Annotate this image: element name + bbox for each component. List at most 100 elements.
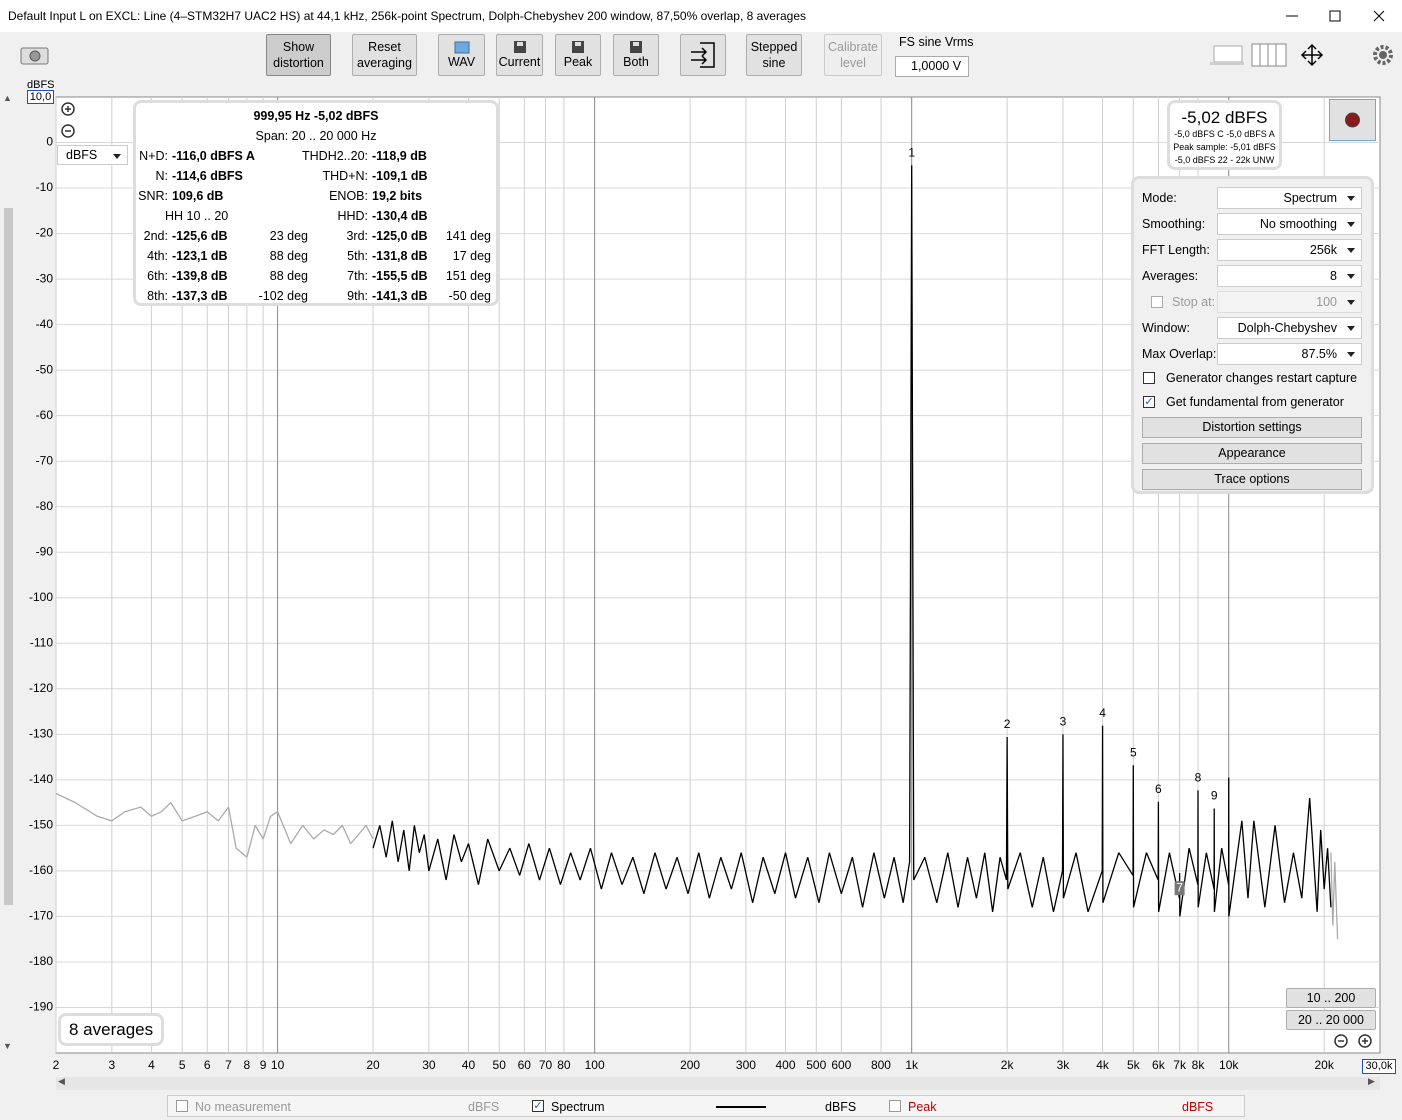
checkbox[interactable]: ✓ <box>1143 396 1155 408</box>
panel-button[interactable]: Appearance <box>1142 443 1362 464</box>
x-tick-label: 5 <box>179 1058 186 1072</box>
dist-v2: -118,9 dB <box>372 149 427 163</box>
dist-d1: -102 deg <box>258 289 308 303</box>
y-tick-label: -190 <box>29 1000 53 1014</box>
peak-label: 6 <box>1155 782 1162 796</box>
button-label: WAV <box>447 55 476 69</box>
control-dropdown[interactable]: Spectrum <box>1217 187 1362 209</box>
dist-v2: -109,1 dB <box>372 169 428 183</box>
control-dropdown[interactable]: No smoothing <box>1217 213 1362 235</box>
x-tick-label: 7k <box>1173 1058 1187 1072</box>
scroll-up[interactable]: ▲ <box>3 93 12 103</box>
stepped-sine-button[interactable]: Stepped sine <box>746 34 802 76</box>
dist-l1: 2nd: <box>143 229 168 243</box>
dist-v1: -114,6 dBFS <box>172 169 243 183</box>
y-max-input[interactable]: 10,0 <box>27 90 54 104</box>
x-tick-label: 70 <box>539 1058 553 1072</box>
x-tick-label: 8k <box>1192 1058 1206 1072</box>
title-bar: Default Input L on EXCL: Line (4–STM32H7… <box>0 0 1402 32</box>
export-button[interactable] <box>680 34 726 76</box>
show-distortion-button[interactable]: Show distortion <box>266 34 331 76</box>
settings-button[interactable] <box>1372 44 1394 66</box>
dist-l1: 4th: <box>147 249 168 263</box>
wav-button[interactable]: WAV <box>438 34 485 76</box>
x-tick-label: 20 <box>366 1058 380 1072</box>
y-tick-label: -170 <box>29 909 53 923</box>
level-line: -5,0 dBFS C -5,0 dBFS A <box>1174 129 1275 139</box>
dist-v2: -141,3 dB <box>372 289 428 303</box>
x-max-input[interactable]: 30,0k <box>1362 1059 1396 1074</box>
button-label: 20 .. 20 000 <box>1297 1013 1365 1027</box>
vertical-scrollbar[interactable] <box>4 208 13 905</box>
dist-l1: SNR: <box>138 189 168 203</box>
peak-label: 5 <box>1130 745 1137 759</box>
peak-label: 3 <box>1060 715 1067 729</box>
legend-unit: dBFS <box>1182 1100 1214 1114</box>
legend-checkbox[interactable] <box>176 1100 188 1112</box>
y-tick-label: -90 <box>36 544 54 558</box>
x-zoom-buttons[interactable] <box>1333 1033 1375 1049</box>
peak-label: 1 <box>908 146 915 160</box>
checkbox <box>1151 296 1163 308</box>
dist-v1: -139,8 dB <box>172 269 228 283</box>
dist-l2: 7th: <box>347 269 368 283</box>
y-tick-label: -80 <box>36 499 54 513</box>
record-button[interactable] <box>1329 99 1376 141</box>
x-tick-label: 10 <box>271 1058 285 1072</box>
dist-v1: -137,3 dB <box>172 289 228 303</box>
control-dropdown[interactable]: 87.5% <box>1217 343 1362 365</box>
peak-label: 4 <box>1099 706 1106 720</box>
dist-l2: 9th: <box>347 289 368 303</box>
y-tick-label: -120 <box>29 681 53 695</box>
y-unit-label: dBFS <box>27 79 55 91</box>
y-tick-label: -70 <box>36 453 54 467</box>
range-button[interactable]: 10 .. 200 <box>1286 988 1376 1008</box>
both-button[interactable]: Both <box>613 34 659 76</box>
fs-input[interactable]: 1,0000 V <box>895 56 969 77</box>
control-label: Mode: <box>1142 191 1177 205</box>
camera-button[interactable] <box>20 44 50 66</box>
checkbox[interactable] <box>1143 372 1155 384</box>
button-label: Peak <box>563 55 593 69</box>
horizontal-scrollbar[interactable] <box>56 1077 1380 1090</box>
x-tick-label: 30 <box>422 1058 436 1072</box>
reset-averaging-button[interactable]: Reset averaging <box>352 34 417 76</box>
spectrum-trace <box>55 792 374 858</box>
current-button[interactable]: Current <box>496 34 543 76</box>
peak-button[interactable]: Peak <box>555 34 601 76</box>
window-controls[interactable] <box>1280 8 1400 24</box>
scroll-right[interactable]: ▶ <box>1368 1076 1375 1086</box>
scroll-left[interactable]: ◀ <box>58 1076 65 1086</box>
dist-v2: -155,5 dB <box>372 269 428 283</box>
unit-dropdown[interactable]: dBFS <box>57 145 128 165</box>
x-tick-label: 20k <box>1314 1058 1334 1072</box>
dist-l2: 3rd: <box>346 229 368 243</box>
button-label: Current <box>498 55 541 69</box>
y-tick-label: -60 <box>36 408 54 422</box>
button-label: Calibrate level <box>827 40 879 70</box>
control-dropdown[interactable]: 256k <box>1217 239 1362 261</box>
y-tick-label: -140 <box>29 772 53 786</box>
legend-checkbox[interactable]: ✓ <box>532 1100 544 1112</box>
zoom-buttons[interactable] <box>60 101 78 141</box>
dist-l1: N: <box>155 169 169 183</box>
control-dropdown[interactable]: 8 <box>1217 265 1362 287</box>
control-label: Window: <box>1142 321 1190 335</box>
scroll-down[interactable]: ▼ <box>3 1041 12 1051</box>
dist-v1: -116,0 dBFS A <box>172 149 255 163</box>
dist-v1: -123,1 dB <box>172 249 228 263</box>
panel-button[interactable]: Trace options <box>1142 469 1362 490</box>
window-title: Default Input L on EXCL: Line (4–STM32H7… <box>8 9 806 23</box>
y-tick-label: -10 <box>36 180 54 194</box>
calibrate-level-button[interactable]: Calibrate level <box>824 34 882 76</box>
legend-checkbox[interactable] <box>889 1100 901 1112</box>
view-buttons[interactable] <box>1208 42 1338 68</box>
y-tick-label: 0 <box>46 135 53 149</box>
panel-button[interactable]: Distortion settings <box>1142 417 1362 438</box>
button-label: 10 .. 200 <box>1306 991 1356 1005</box>
range-button[interactable]: 20 .. 20 000 <box>1286 1010 1376 1030</box>
checkbox-label: Get fundamental from generator <box>1166 395 1344 409</box>
y-tick-label: -100 <box>29 590 53 604</box>
dist-l2: THD+N: <box>322 169 369 183</box>
control-dropdown[interactable]: Dolph-Chebyshev 200 <box>1217 317 1362 355</box>
